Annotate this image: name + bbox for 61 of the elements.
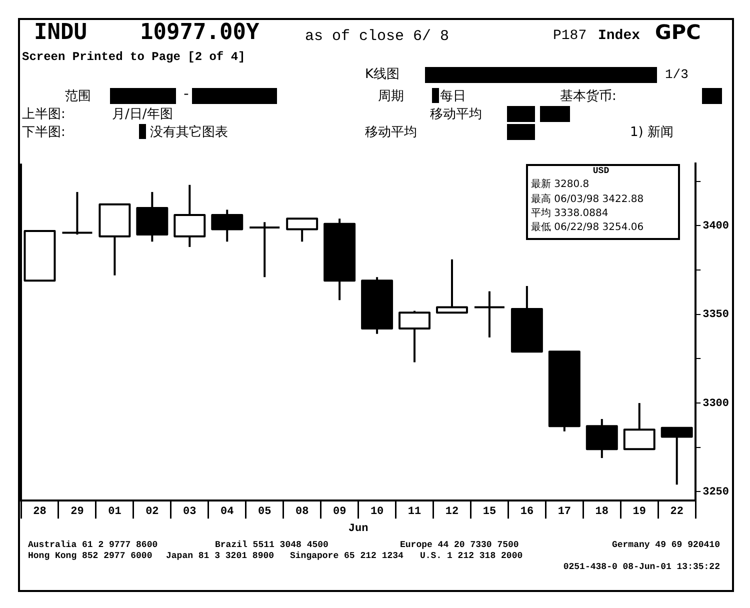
text: P187 (553, 28, 587, 44)
text: Singapore 65 212 1234 (290, 551, 404, 561)
text: U.S. 1 212 318 2000 (420, 551, 523, 561)
text: as of close 6/ 8 (305, 28, 450, 45)
x-tick-label: 19 (632, 506, 646, 518)
x-tick-label: 05 (258, 506, 272, 518)
y-tick-label: 3250 (702, 486, 729, 498)
x-tick-label: 12 (445, 506, 459, 518)
text: 移动平均 (430, 107, 482, 122)
text: Hong Kong 852 2977 6000 (28, 551, 152, 561)
annotation: 平均 3338.0884 (531, 208, 608, 219)
text: 移动平均 (365, 125, 417, 140)
text: Index (598, 28, 640, 44)
text: Brazil 5511 3048 4500 (215, 540, 328, 550)
text: Screen Printed to Page [2 of 4] (22, 50, 246, 64)
candlestick (473, 290, 506, 338)
x-tick-label: 29 (70, 506, 84, 518)
x-tick-label: 02 (146, 506, 159, 518)
text: 1) 新闻 (630, 125, 674, 140)
x-tick-label: 10 (370, 506, 384, 518)
x-tick-label: 11 (408, 506, 422, 518)
x-tick-label: 28 (33, 506, 47, 518)
annotation: 最新 3280.8 (531, 179, 590, 190)
text: Australia 61 2 9777 8600 (28, 540, 158, 550)
x-tick-label: 03 (183, 506, 197, 518)
text: Germany 49 69 920410 (612, 540, 720, 550)
text: Japan 81 3 3201 8900 (166, 551, 274, 561)
annotation: 最高 06/03/98 3422.88 (531, 194, 644, 205)
text: 10977.00Y (140, 20, 260, 45)
text: 每日 (440, 89, 466, 104)
text: GPC (655, 20, 701, 44)
text: - (182, 87, 190, 103)
candlestick (248, 221, 281, 278)
candlestick (61, 190, 94, 236)
text: 上半图: (22, 107, 66, 122)
text: 0251-438-0 08-Jun-01 13:35:22 (563, 562, 720, 572)
text: 下半图: (22, 125, 66, 140)
x-tick-label: 04 (220, 506, 234, 518)
x-tick-label: 22 (670, 506, 684, 518)
annotation: USD (592, 166, 610, 176)
chart-title: INDU (34, 20, 87, 45)
x-tick-label: 18 (595, 506, 609, 518)
text: 范围 (65, 89, 91, 104)
text: 基本货币: (560, 89, 616, 104)
text: 没有其它图表 (150, 125, 228, 140)
y-tick-label: 3400 (702, 220, 729, 232)
text: 月/日/年图 (112, 107, 173, 122)
annotation: 最低 06/22/98 3254.06 (531, 222, 644, 233)
x-tick-label: 09 (332, 506, 346, 518)
text: 周期 (378, 89, 404, 104)
x-axis-title: Jun (348, 523, 368, 536)
y-tick-label: 3350 (702, 309, 729, 322)
text: 1/3 (665, 67, 688, 82)
text: Europe 44 20 7330 7500 (400, 540, 519, 550)
x-tick-label: 08 (295, 506, 310, 518)
y-tick-label: 3300 (702, 398, 729, 410)
x-tick-label: 15 (482, 506, 496, 518)
x-tick-label: 01 (108, 506, 122, 518)
text: K线图 (365, 67, 400, 82)
x-tick-label: 17 (558, 506, 572, 518)
x-tick-label: 16 (520, 506, 534, 518)
